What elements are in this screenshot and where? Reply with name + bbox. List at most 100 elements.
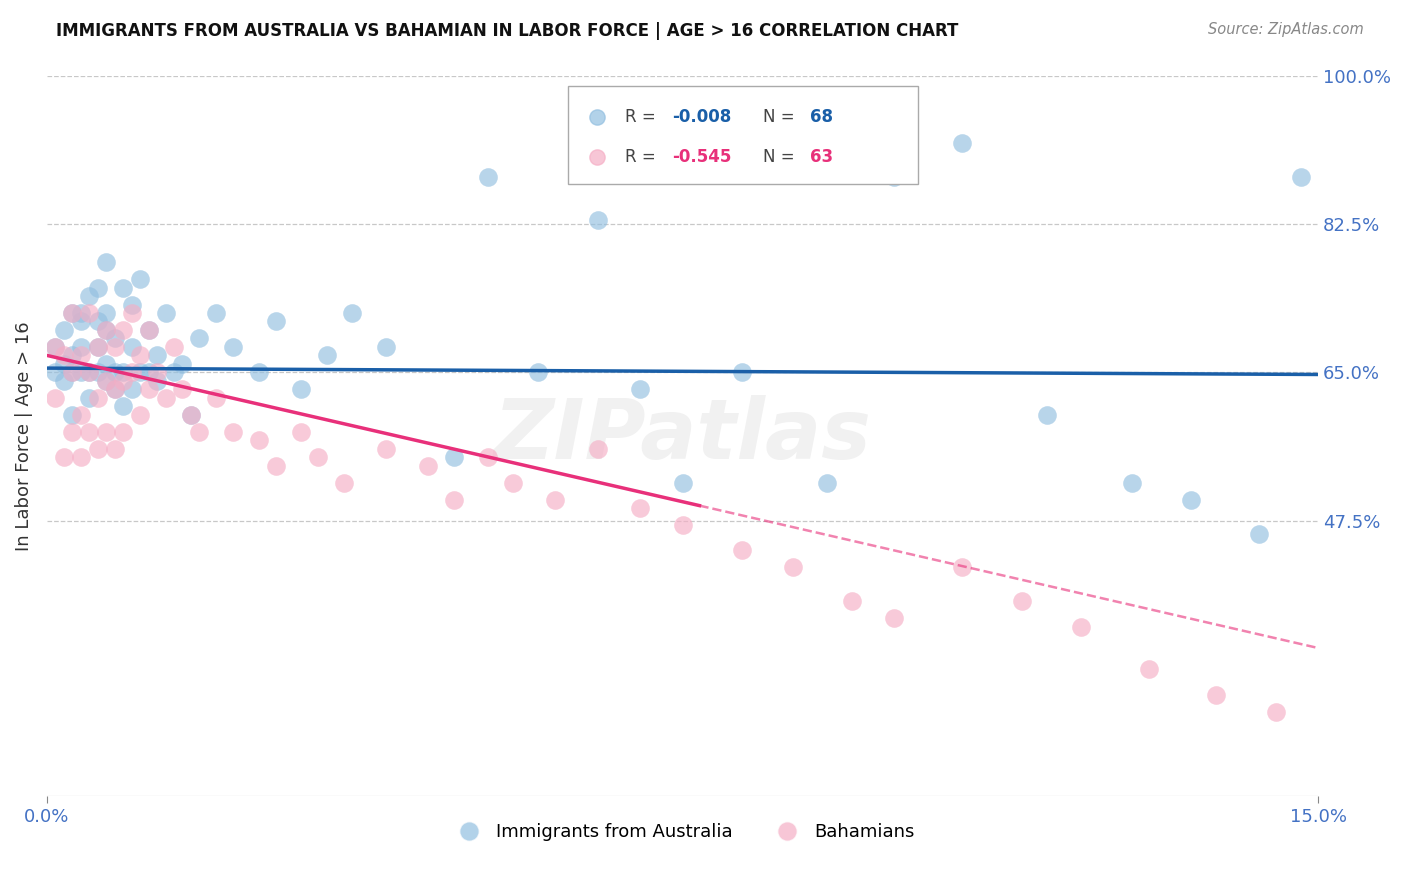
Point	[52, 357, 75, 371]
Point	[290, 425, 312, 439]
Point	[628, 501, 651, 516]
Point	[87, 340, 110, 354]
Point	[96, 374, 118, 388]
Point	[477, 450, 499, 465]
Point	[77, 306, 100, 320]
Point	[129, 272, 152, 286]
Point	[60, 408, 83, 422]
Point	[77, 425, 100, 439]
Point	[950, 136, 973, 151]
Point	[180, 408, 202, 422]
Point	[1289, 170, 1312, 185]
Point	[60, 425, 83, 439]
Point	[586, 212, 609, 227]
Point	[44, 365, 66, 379]
Point	[112, 280, 135, 294]
Point	[96, 323, 118, 337]
Point	[77, 365, 100, 379]
Point	[671, 518, 693, 533]
Point	[138, 323, 160, 337]
Point	[104, 340, 127, 354]
Point	[628, 382, 651, 396]
Point	[69, 306, 91, 320]
Point	[180, 408, 202, 422]
Point	[96, 357, 118, 371]
Point	[883, 611, 905, 625]
Point	[52, 450, 75, 465]
Point	[586, 442, 609, 456]
Point	[155, 306, 177, 320]
Point	[69, 314, 91, 328]
Point	[1264, 705, 1286, 719]
Text: R =: R =	[626, 108, 661, 126]
Point	[112, 399, 135, 413]
Point	[129, 348, 152, 362]
Point	[60, 365, 83, 379]
Point	[96, 255, 118, 269]
Point	[172, 382, 194, 396]
Point	[1070, 620, 1092, 634]
Point	[44, 340, 66, 354]
Point	[188, 331, 211, 345]
Point	[374, 442, 396, 456]
Point	[69, 365, 91, 379]
Point	[527, 365, 550, 379]
Point	[815, 475, 838, 490]
Point	[222, 340, 245, 354]
Point	[96, 306, 118, 320]
Point	[1180, 492, 1202, 507]
Point	[1036, 408, 1059, 422]
Point	[112, 374, 135, 388]
Point	[340, 306, 363, 320]
Point	[138, 365, 160, 379]
Point	[87, 391, 110, 405]
Text: Source: ZipAtlas.com: Source: ZipAtlas.com	[1208, 22, 1364, 37]
Point	[121, 340, 143, 354]
Point	[146, 365, 169, 379]
Point	[121, 365, 143, 379]
Point	[205, 391, 228, 405]
Point	[104, 331, 127, 345]
Point	[374, 340, 396, 354]
Point	[69, 348, 91, 362]
Text: ZIPatlas: ZIPatlas	[494, 395, 872, 476]
Point	[69, 450, 91, 465]
Point	[264, 458, 287, 473]
Point	[782, 560, 804, 574]
Text: N =: N =	[762, 148, 800, 166]
Point	[671, 475, 693, 490]
Point	[69, 408, 91, 422]
Point	[112, 425, 135, 439]
Legend: Immigrants from Australia, Bahamians: Immigrants from Australia, Bahamians	[444, 816, 921, 848]
Point	[129, 365, 152, 379]
Point	[44, 391, 66, 405]
Point	[1247, 526, 1270, 541]
Text: 68: 68	[810, 108, 832, 126]
Point	[44, 340, 66, 354]
Point	[52, 374, 75, 388]
Point	[315, 348, 337, 362]
Point	[146, 348, 169, 362]
Point	[87, 280, 110, 294]
Text: -0.545: -0.545	[672, 148, 731, 166]
Point	[112, 323, 135, 337]
Point	[52, 348, 75, 362]
Point	[104, 382, 127, 396]
Point	[1011, 594, 1033, 608]
Point	[96, 323, 118, 337]
Point	[443, 492, 465, 507]
Point	[172, 357, 194, 371]
Point	[841, 594, 863, 608]
Text: N =: N =	[762, 108, 800, 126]
Point	[60, 306, 83, 320]
Point	[1205, 688, 1227, 702]
Point	[443, 450, 465, 465]
Point	[247, 365, 270, 379]
Point	[307, 450, 329, 465]
Point	[87, 442, 110, 456]
Point	[87, 340, 110, 354]
Point	[290, 382, 312, 396]
Point	[502, 475, 524, 490]
Point	[96, 374, 118, 388]
Point	[121, 382, 143, 396]
